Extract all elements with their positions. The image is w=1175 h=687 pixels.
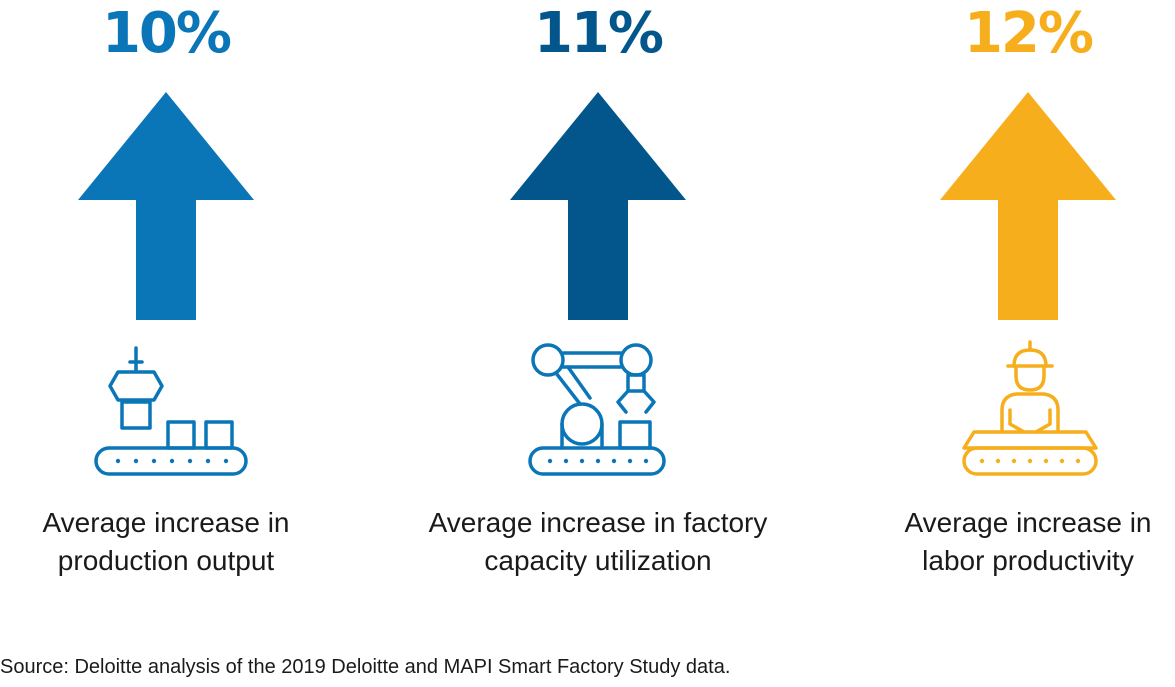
worker-conveyor-icon — [962, 340, 1098, 476]
stat-labor-productivity: 12% Average increase in labor productivi… — [828, 0, 1175, 600]
stat-description: Average increase in labor productivity — [828, 504, 1175, 580]
source-note: Source: Deloitte analysis of the 2019 De… — [0, 656, 731, 678]
robot-arm-icon — [528, 343, 666, 476]
stat-value: 11% — [533, 1, 664, 66]
stat-value: 12% — [963, 1, 1094, 66]
up-arrow-icon — [78, 92, 254, 320]
stat-production-output: 10% Average increase in production outpu… — [0, 0, 366, 600]
stat-description-line: Average increase in — [42, 507, 290, 538]
up-arrow-icon — [510, 92, 686, 320]
stat-description-line: Average increase in — [904, 507, 1152, 538]
stat-description-line: capacity utilization — [484, 545, 712, 576]
stat-value: 10% — [101, 1, 232, 66]
conveyor-claw-icon — [94, 346, 248, 476]
stat-description-line: labor productivity — [922, 545, 1134, 576]
stat-description-line: Average increase in factory — [428, 507, 768, 538]
up-arrow-icon — [940, 92, 1116, 320]
stat-description: Average increase in production output — [0, 504, 366, 580]
stat-description-line: production output — [57, 545, 275, 576]
stat-capacity-utilization: 11% Average increase in factor — [398, 0, 798, 600]
stat-description: Average increase in factory capacity uti… — [398, 504, 798, 580]
